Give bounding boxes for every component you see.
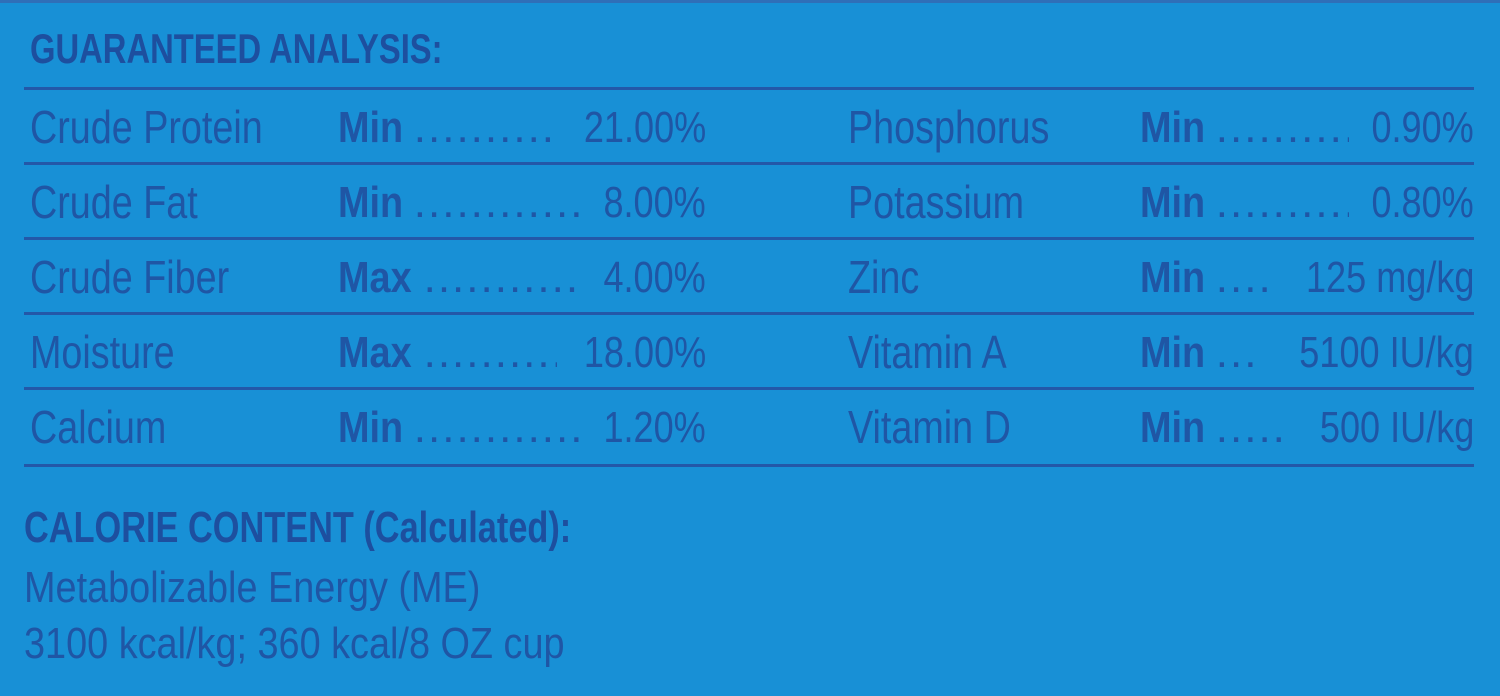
- nutrient-qualifier: Min: [1140, 328, 1206, 377]
- nutrient-amount: Min .................. 0.90%: [1140, 90, 1474, 165]
- nutrient-qualifier: Min: [1140, 253, 1206, 302]
- nutrient-qualifier: Max: [338, 253, 412, 302]
- nutrient-amount: Max ................. 18.00%: [338, 315, 706, 390]
- nutrient-value: 500 IU/kg: [1319, 403, 1474, 452]
- nutrient-qualifier: Min: [1140, 403, 1206, 452]
- leader-dots: ...........: [1215, 403, 1286, 452]
- nutrient-amount: Min ........... 500 IU/kg: [1140, 390, 1474, 465]
- nutrient-amount: Min ......... 5100 IU/kg: [1140, 315, 1474, 390]
- nutrient-amount: Min .................... 1.20%: [338, 390, 706, 465]
- nutrient-qualifier: Min: [1140, 178, 1206, 227]
- nutrient-qualifier: Min: [338, 403, 404, 452]
- nutrient-name: Vitamin A: [848, 326, 1007, 378]
- nutrient-qualifier: Max: [338, 328, 412, 377]
- nutrient-value: 0.80%: [1371, 178, 1474, 227]
- leader-dots: ..................: [413, 103, 557, 152]
- guaranteed-analysis-heading: GUARANTEED ANALYSIS:: [30, 25, 443, 72]
- nutrient-value: 125 mg/kg: [1305, 253, 1474, 302]
- leader-dots: .........: [1215, 328, 1261, 377]
- leader-dots: ..........: [1215, 253, 1269, 302]
- analysis-row: Calcium Min .................... 1.20% V…: [0, 390, 1500, 465]
- row-divider: [24, 162, 1474, 165]
- leader-dots: ...................: [413, 178, 581, 227]
- nutrient-qualifier: Min: [1140, 103, 1206, 152]
- nutrient-amount: Min ................... 8.00%: [338, 165, 706, 240]
- leader-dots: ..................: [1215, 178, 1349, 227]
- row-divider: [24, 312, 1474, 315]
- nutrient-qualifier: Min: [338, 178, 404, 227]
- nutrient-value: 5100 IU/kg: [1299, 328, 1474, 377]
- analysis-row: Crude Fat Min ................... 8.00% …: [0, 165, 1500, 240]
- nutrient-value: 0.90%: [1371, 103, 1474, 152]
- nutrient-name: Crude Protein: [30, 101, 263, 153]
- nutrient-amount: Min .................. 21.00%: [338, 90, 706, 165]
- nutrient-name: Potassium: [848, 176, 1025, 228]
- nutrient-amount: Min .................. 0.80%: [1140, 165, 1474, 240]
- nutrient-name: Crude Fat: [30, 176, 198, 228]
- leader-dots: ..................: [1215, 103, 1349, 152]
- nutrient-name: Vitamin D: [848, 401, 1011, 453]
- nutrient-name: Phosphorus: [848, 101, 1050, 153]
- analysis-row: Crude Protein Min .................. 21.…: [0, 90, 1500, 165]
- nutrient-value: 8.00%: [603, 178, 706, 227]
- leader-dots: .................: [423, 328, 557, 377]
- calorie-line-values: 3100 kcal/kg; 360 kcal/8 OZ cup: [24, 619, 565, 668]
- analysis-row: Moisture Max ................. 18.00% Vi…: [0, 315, 1500, 390]
- nutrient-name: Moisture: [30, 326, 175, 378]
- nutrient-value: 4.00%: [603, 253, 706, 302]
- nutrient-qualifier: Min: [338, 103, 404, 152]
- table-bottom-rule: [24, 464, 1474, 467]
- row-divider: [24, 237, 1474, 240]
- calorie-line-energy: Metabolizable Energy (ME): [24, 563, 481, 612]
- row-divider: [24, 387, 1474, 390]
- table-top-rule: [24, 87, 1474, 90]
- leader-dots: ....................: [413, 403, 581, 452]
- nutrient-name: Calcium: [30, 401, 167, 453]
- nutrient-amount: Max .................. 4.00%: [338, 240, 706, 315]
- nutrient-name: Zinc: [848, 251, 920, 303]
- nutrient-amount: Min .......... 125 mg/kg: [1140, 240, 1474, 315]
- analysis-row: Crude Fiber Max .................. 4.00%…: [0, 240, 1500, 315]
- nutrient-value: 21.00%: [583, 103, 706, 152]
- nutrient-name: Crude Fiber: [30, 251, 230, 303]
- leader-dots: ..................: [423, 253, 582, 302]
- nutrient-value: 18.00%: [583, 328, 706, 377]
- calorie-content-heading: CALORIE CONTENT (Calculated):: [24, 503, 572, 552]
- nutrient-value: 1.20%: [603, 403, 706, 452]
